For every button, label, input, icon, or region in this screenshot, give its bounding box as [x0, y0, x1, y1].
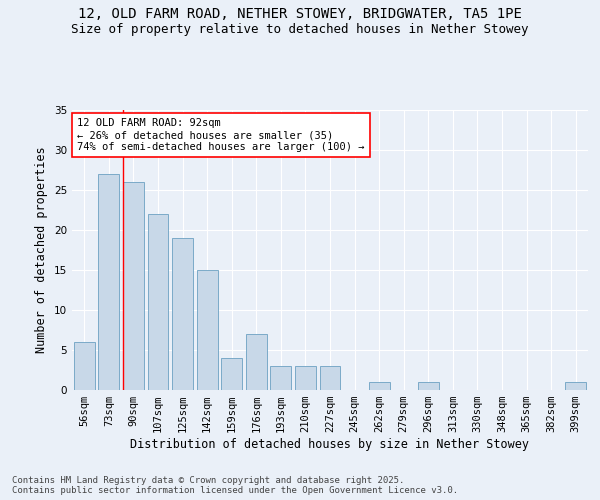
Bar [418, 382, 439, 390]
Bar [74, 342, 95, 390]
Bar [148, 214, 169, 390]
Bar [197, 270, 218, 390]
Text: Contains HM Land Registry data © Crown copyright and database right 2025.
Contai: Contains HM Land Registry data © Crown c… [12, 476, 458, 495]
Bar [271, 366, 292, 390]
Bar [123, 182, 144, 390]
Bar [221, 358, 242, 390]
Bar [172, 238, 193, 390]
Bar [565, 382, 586, 390]
X-axis label: Distribution of detached houses by size in Nether Stowey: Distribution of detached houses by size … [131, 438, 530, 451]
Text: 12, OLD FARM ROAD, NETHER STOWEY, BRIDGWATER, TA5 1PE: 12, OLD FARM ROAD, NETHER STOWEY, BRIDGW… [78, 8, 522, 22]
Bar [368, 382, 389, 390]
Text: Size of property relative to detached houses in Nether Stowey: Size of property relative to detached ho… [71, 22, 529, 36]
Bar [320, 366, 340, 390]
Bar [295, 366, 316, 390]
Y-axis label: Number of detached properties: Number of detached properties [35, 146, 49, 354]
Bar [246, 334, 267, 390]
Bar [98, 174, 119, 390]
Text: 12 OLD FARM ROAD: 92sqm
← 26% of detached houses are smaller (35)
74% of semi-de: 12 OLD FARM ROAD: 92sqm ← 26% of detache… [77, 118, 365, 152]
